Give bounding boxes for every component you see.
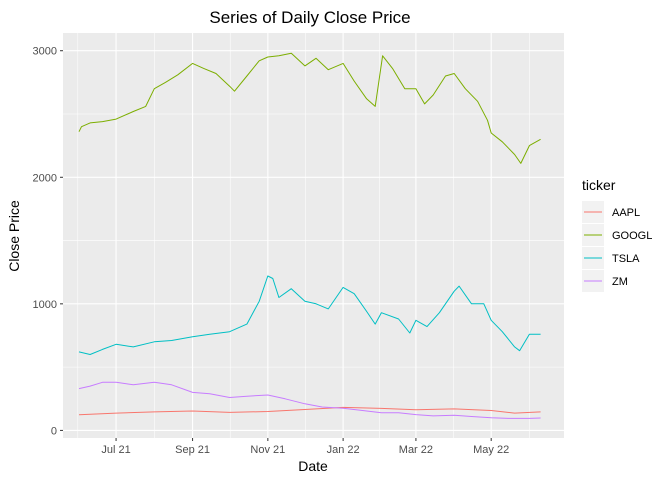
legend-label-tsla: TSLA <box>612 253 640 265</box>
chart-title: Series of Daily Close Price <box>209 8 410 27</box>
legend-label-googl: GOOGL <box>612 230 652 242</box>
series-line-zm <box>78 381 541 419</box>
y-axis-title: Close Price <box>6 200 22 272</box>
legend: ticker AAPL GOOGL TSLA ZM <box>582 177 652 292</box>
legend-items: AAPL GOOGL TSLA ZM <box>582 201 652 292</box>
y-tick-label: 0 <box>51 425 57 437</box>
x-tick-label: Nov 21 <box>250 444 285 456</box>
series-line-googl <box>78 52 541 164</box>
series-line-aapl <box>78 406 541 416</box>
y-tick-label: 2000 <box>33 172 57 184</box>
x-tick-label: May 22 <box>473 444 509 456</box>
x-axis: Jul 21 Sep 21 Nov 21 Jan 22 Mar 22 May 22 <box>101 438 509 456</box>
legend-label-aapl: AAPL <box>612 207 640 219</box>
grid-major <box>63 33 564 438</box>
panel-background <box>63 33 564 438</box>
x-tick-label: Jan 22 <box>327 444 360 456</box>
legend-title: ticker <box>582 177 616 193</box>
x-tick-label: Mar 22 <box>399 444 433 456</box>
series-layer <box>78 52 541 419</box>
series-line-tsla <box>78 275 541 355</box>
y-tick-label: 1000 <box>33 299 57 311</box>
x-tick-label: Sep 21 <box>175 444 210 456</box>
y-tick-label: 3000 <box>33 46 57 58</box>
x-tick-label: Jul 21 <box>101 444 130 456</box>
x-axis-title: Date <box>298 458 328 474</box>
y-axis: 0 1000 2000 3000 <box>33 46 63 437</box>
grid-minor <box>63 33 564 438</box>
legend-label-zm: ZM <box>612 276 628 288</box>
